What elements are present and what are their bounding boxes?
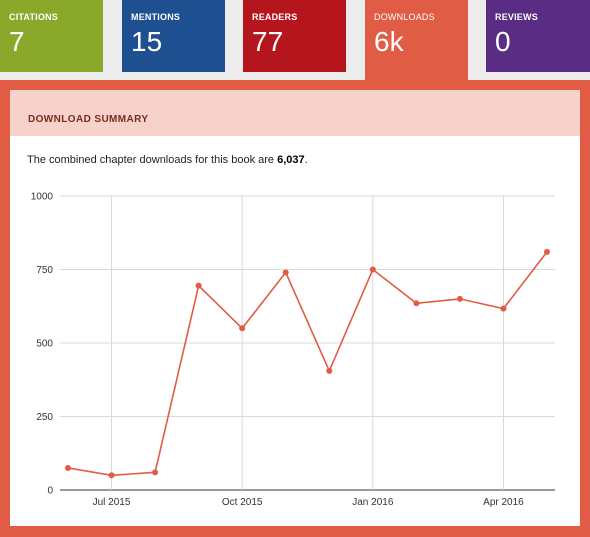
summary-total-downloads: 6,037 bbox=[277, 154, 305, 166]
tab-mentions-value: 15 bbox=[131, 26, 163, 57]
data-point[interactable] bbox=[108, 472, 115, 479]
data-point[interactable] bbox=[544, 248, 550, 255]
downloads-line-chart[interactable]: 0 250 500 750 1000 Jul 2015 Oct 2015 Jan 2016 Ap… bbox=[10, 90, 580, 526]
chart-gridlines bbox=[60, 195, 555, 491]
y-tick-label: 1000 bbox=[31, 192, 54, 203]
series-line bbox=[67, 251, 548, 477]
y-tick-label: 500 bbox=[36, 339, 53, 350]
data-point[interactable] bbox=[152, 469, 159, 476]
x-tick-label: Oct 2015 bbox=[222, 497, 263, 508]
tab-reviews[interactable]: REVIEWS 0 bbox=[486, 0, 590, 72]
tab-reviews-label: REVIEWS bbox=[495, 12, 538, 22]
panel-header: DOWNLOAD SUMMARY bbox=[10, 90, 580, 136]
tab-reviews-value: 0 bbox=[495, 26, 511, 57]
tab-readers-value: 77 bbox=[252, 26, 284, 57]
summary-text: The combined chapter downloads for this … bbox=[27, 154, 308, 166]
x-tick-label: Jan 2016 bbox=[352, 497, 394, 508]
data-point[interactable] bbox=[282, 269, 289, 276]
tab-downloads-label: DOWNLOADS bbox=[374, 12, 435, 22]
x-tick-label: Apr 2016 bbox=[483, 497, 524, 508]
tab-downloads-value: 6k bbox=[374, 26, 404, 57]
data-point[interactable] bbox=[500, 305, 507, 312]
data-point[interactable] bbox=[326, 367, 333, 374]
tab-citations-value: 7 bbox=[9, 26, 25, 57]
x-tick-label: Jul 2015 bbox=[93, 497, 131, 508]
download-summary-card: DOWNLOAD SUMMARY The combined chapter do… bbox=[10, 90, 580, 526]
tab-mentions[interactable]: MENTIONS 15 bbox=[122, 0, 225, 72]
summary-prefix: The combined chapter downloads for this … bbox=[27, 154, 278, 166]
tab-citations-label: CITATIONS bbox=[9, 12, 58, 22]
data-point[interactable] bbox=[65, 464, 71, 471]
data-point[interactable] bbox=[239, 325, 246, 332]
data-point[interactable] bbox=[369, 266, 376, 273]
tab-downloads[interactable]: DOWNLOADS 6k bbox=[365, 0, 468, 86]
metrics-tab-bar: CITATIONS 7 MENTIONS 15 READERS 77 DOWNL… bbox=[0, 0, 590, 86]
data-point[interactable] bbox=[456, 295, 463, 302]
tab-readers[interactable]: READERS 77 bbox=[243, 0, 346, 72]
tab-citations[interactable]: CITATIONS 7 bbox=[0, 0, 103, 72]
y-tick-label: 250 bbox=[36, 412, 53, 423]
chart-series bbox=[65, 248, 550, 479]
download-summary-panel: DOWNLOAD SUMMARY The combined chapter do… bbox=[0, 80, 590, 537]
tab-mentions-label: MENTIONS bbox=[131, 12, 181, 22]
panel-title: DOWNLOAD SUMMARY bbox=[28, 114, 149, 125]
y-tick-label: 0 bbox=[47, 486, 53, 497]
data-point[interactable] bbox=[195, 282, 202, 289]
tab-readers-label: READERS bbox=[252, 12, 298, 22]
chart-tick-labels: 0 250 500 750 1000 Jul 2015 Oct 2015 Jan 2016 Ap… bbox=[31, 192, 524, 509]
data-point[interactable] bbox=[413, 300, 420, 307]
summary-suffix: . bbox=[304, 154, 308, 166]
y-tick-label: 750 bbox=[36, 265, 53, 276]
